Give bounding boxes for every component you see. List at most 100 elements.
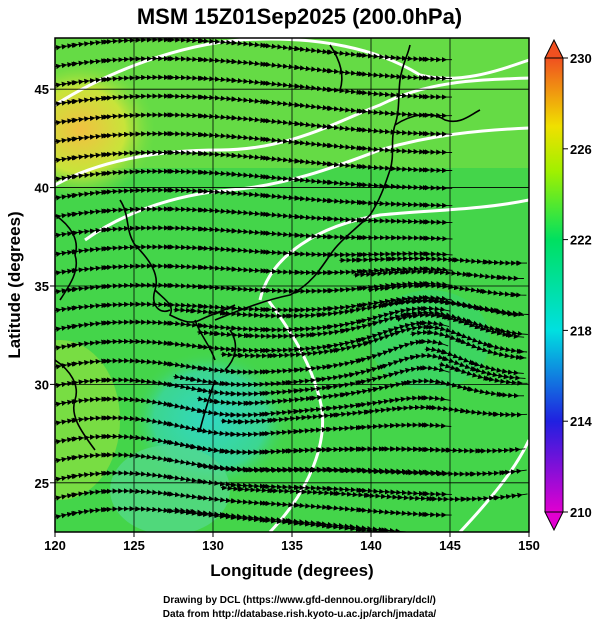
flow-arrowhead [245,467,252,473]
flow-arrowhead [237,419,244,425]
flow-arrowhead [199,38,206,44]
flow-arrowhead [135,453,142,459]
flow-arrowhead [263,211,270,217]
flow-arrowhead [390,166,397,172]
flow-arrowhead [263,268,270,274]
y-tick-40: 40 [35,181,49,196]
flow-arrowhead [135,169,142,175]
flow-arrowhead [507,311,515,317]
flow-arrowhead [341,392,348,398]
x-tick-135: 135 [281,538,303,553]
flow-arrowhead [440,349,448,354]
flow-arrowhead [103,39,110,45]
flow-arrowhead [103,434,110,440]
colorbar-tick-230: 230 [570,51,592,66]
flow-arrowhead [135,187,142,193]
flow-arrowhead [349,524,356,530]
flow-arrowhead [230,465,237,471]
flow-arrowhead [103,489,110,495]
flow-arrowhead [498,274,505,280]
flow-arrowhead [327,198,334,204]
flow-arrowhead [213,398,220,404]
streamlines [55,38,529,532]
flow-arrowhead [333,348,340,354]
flow-arrowhead [294,484,301,490]
flow-arrowhead [429,405,436,410]
flow-arrowhead [135,150,142,156]
flow-arrowhead [189,376,197,382]
flow-arrowhead [198,387,205,393]
flow-arrowhead [103,152,110,158]
flow-arrowhead [358,467,365,473]
flow-arrowhead [166,401,174,407]
flow-arrowhead [423,219,430,225]
flow-arrowhead [388,372,395,378]
flow-arrowhead [309,332,316,338]
flow-arrowhead [381,527,388,532]
flow-arrowhead [263,307,270,313]
flow-arrowhead [262,431,269,437]
flow-arrowhead [364,341,371,346]
flow-arrowhead [135,112,142,118]
flow-arrowhead [231,171,238,177]
flow-arrowhead [221,512,229,518]
flow-arrowhead [135,263,142,269]
flow-arrowhead [253,515,261,521]
flow-arrowhead [422,149,429,155]
flow-arrowhead [231,247,238,253]
flow-arrowhead [263,249,270,255]
flow-arrowhead [167,56,174,62]
flow-arrowhead [199,323,206,329]
flow-arrowhead [295,158,302,164]
flow-arrowhead [103,77,110,83]
y-tick-labels: 25 30 35 40 45 [35,82,49,491]
flow-arrowhead [135,339,142,345]
flow-arrowhead [421,395,428,401]
flow-arrowhead [422,295,429,301]
flow-arrowhead [390,468,397,474]
flow-arrowhead [135,131,142,137]
flow-arrowhead [167,282,174,288]
flow-arrowhead [103,171,110,176]
flow-arrowhead [326,523,333,529]
flow-arrowhead [419,320,426,326]
flow-arrowhead [471,366,479,372]
flow-arrowhead [358,182,366,188]
flow-arrowhead [263,99,270,105]
flow-arrowhead [167,225,174,231]
flow-arrowhead [309,467,316,473]
chart-title: MSM 15Z01Sep2025 (200.0hPa) [136,4,463,29]
streamline [55,149,453,174]
flow-arrowhead [381,303,388,309]
flow-arrowhead [509,447,516,453]
flow-arrowhead [359,199,366,205]
flow-arrowhead [389,311,396,317]
flow-arrowhead [390,489,397,495]
flow-arrowhead [167,38,174,43]
flow-arrowhead [231,305,238,311]
flow-arrowhead [326,466,333,472]
flow-arrowhead [103,265,110,271]
lat-lon-grid [55,38,529,532]
flow-arrowhead [263,136,270,142]
flow-arrowhead [333,490,340,496]
flow-arrowhead [301,415,308,421]
flow-arrowhead [370,271,377,277]
flow-arrowhead [231,228,238,234]
flow-arrowhead [167,320,174,326]
flow-arrowhead [384,285,391,291]
x-tick-145: 145 [439,538,461,553]
flow-arrowhead [422,202,430,208]
flow-arrowhead [477,448,484,454]
flow-arrowhead [466,272,473,278]
flow-arrowhead [294,429,301,435]
flow-arrowhead [135,75,142,81]
flow-arrowhead [358,52,365,58]
flow-arrowhead [422,469,429,475]
flow-arrowhead [230,514,237,520]
flow-arrowhead [358,127,365,133]
flow-arrowhead [422,491,429,497]
flow-arrowhead [422,75,429,81]
flow-arrowhead [295,195,302,201]
flow-arrowhead [166,421,174,427]
